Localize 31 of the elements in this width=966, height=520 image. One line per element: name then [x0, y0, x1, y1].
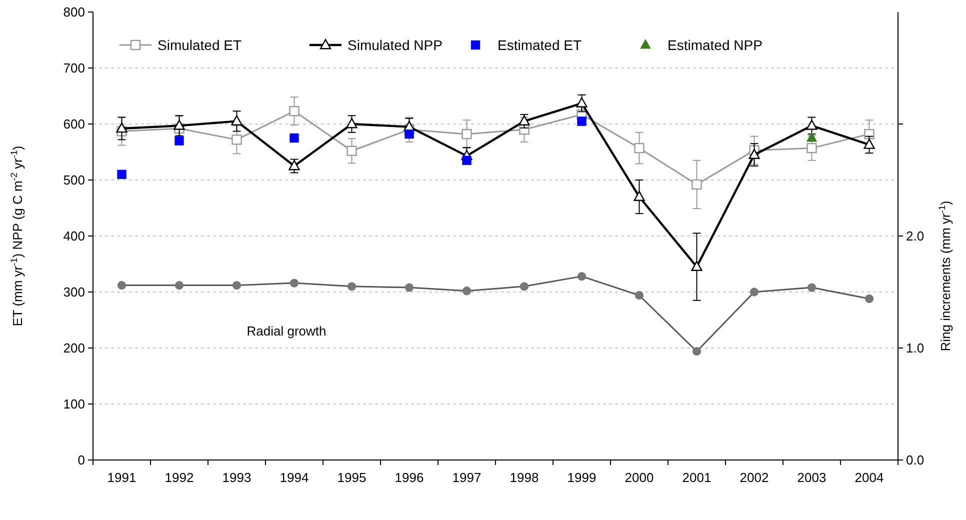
y-tick-label: 0 [78, 452, 85, 468]
x-tick-label: 1998 [510, 470, 539, 485]
x-tick-label: 2000 [624, 470, 654, 485]
x-tick-label: 1995 [337, 470, 366, 485]
text: Radial growth [246, 323, 326, 338]
y-tick-label: 100 [63, 396, 85, 412]
x-tick-label: 2002 [740, 470, 769, 485]
y-tick-label: 400 [63, 228, 85, 244]
x-tick-label: 2001 [682, 470, 712, 485]
y-tick-label: 500 [63, 172, 85, 188]
y-tick-label: 600 [63, 116, 85, 132]
x-tick-label: 1992 [164, 470, 194, 485]
x-tick-label: 2003 [797, 470, 826, 485]
x-tick-label: 1993 [222, 470, 252, 485]
legend-label: Estimated NPP [668, 36, 762, 53]
legend-label: Estimated ET [498, 36, 582, 53]
x-tick-label: 1996 [394, 470, 424, 485]
y-tick-label: 700 [63, 60, 85, 76]
x-tick-label: 1999 [567, 470, 596, 485]
y-tick-label: 200 [63, 340, 85, 356]
y2-tick-label: 0.0 [906, 452, 924, 468]
legend-label: Simulated ET [158, 36, 242, 53]
y2-tick-label: 2.0 [906, 228, 924, 244]
x-tick-label: 1994 [280, 470, 309, 485]
y2-tick-label: 1.0 [906, 340, 924, 356]
x-tick-label: 1997 [452, 470, 482, 485]
y-tick-label: 300 [63, 284, 85, 300]
x-tick-label: 2004 [854, 470, 884, 485]
y-tick-label: 800 [63, 4, 85, 20]
legend-label: Simulated NPP [348, 36, 442, 53]
x-tick-label: 1991 [107, 470, 136, 485]
